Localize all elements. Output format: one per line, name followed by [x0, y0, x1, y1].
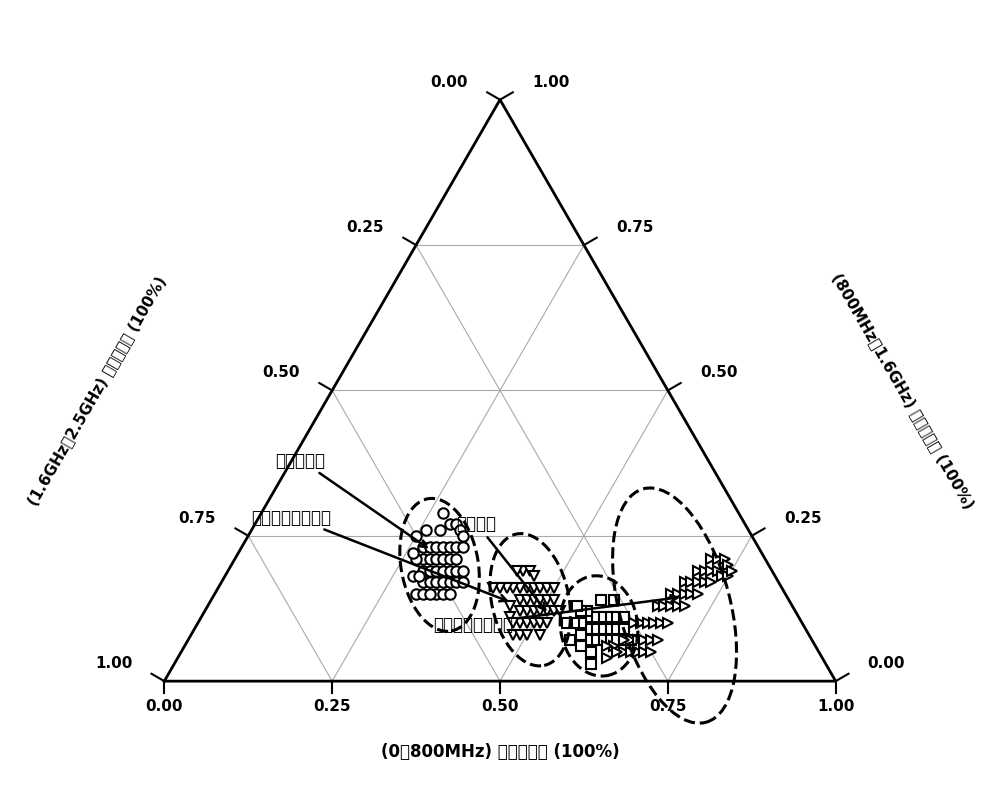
Text: 1.00: 1.00 — [532, 75, 569, 90]
Text: 0.00: 0.00 — [868, 655, 905, 670]
Text: 0.75: 0.75 — [649, 698, 687, 713]
Text: (0～800MHz) 能量百分比 (100%): (0～800MHz) 能量百分比 (100%) — [381, 742, 619, 759]
Text: 0.50: 0.50 — [700, 365, 737, 380]
Text: 0.75: 0.75 — [616, 220, 653, 235]
Text: 0.50: 0.50 — [263, 365, 300, 380]
Text: 0.25: 0.25 — [784, 510, 821, 525]
Text: 0.25: 0.25 — [313, 698, 351, 713]
Text: (1.6GHz～2.5GHz) 能量百分比 (100%): (1.6GHz～2.5GHz) 能量百分比 (100%) — [25, 274, 169, 508]
Text: 0.00: 0.00 — [431, 75, 468, 90]
Text: 1.00: 1.00 — [817, 698, 854, 713]
Text: 0.75: 0.75 — [179, 510, 216, 525]
Text: 悬浮金属体: 悬浮金属体 — [275, 451, 427, 548]
Text: (800MHz～1.6GHz) 能量百分比 (100%): (800MHz～1.6GHz) 能量百分比 (100%) — [829, 271, 977, 511]
Text: 0.50: 0.50 — [481, 698, 519, 713]
Text: 固体绵缘内部气泡: 固体绵缘内部气泡 — [433, 595, 677, 634]
Text: 金属尖端: 金属尖端 — [456, 515, 545, 610]
Text: 0.25: 0.25 — [346, 220, 384, 235]
Text: 固体绵缘表面飗粒: 固体绵缘表面飗粒 — [252, 508, 507, 602]
Text: 1.00: 1.00 — [95, 655, 132, 670]
Text: 0.00: 0.00 — [146, 698, 183, 713]
